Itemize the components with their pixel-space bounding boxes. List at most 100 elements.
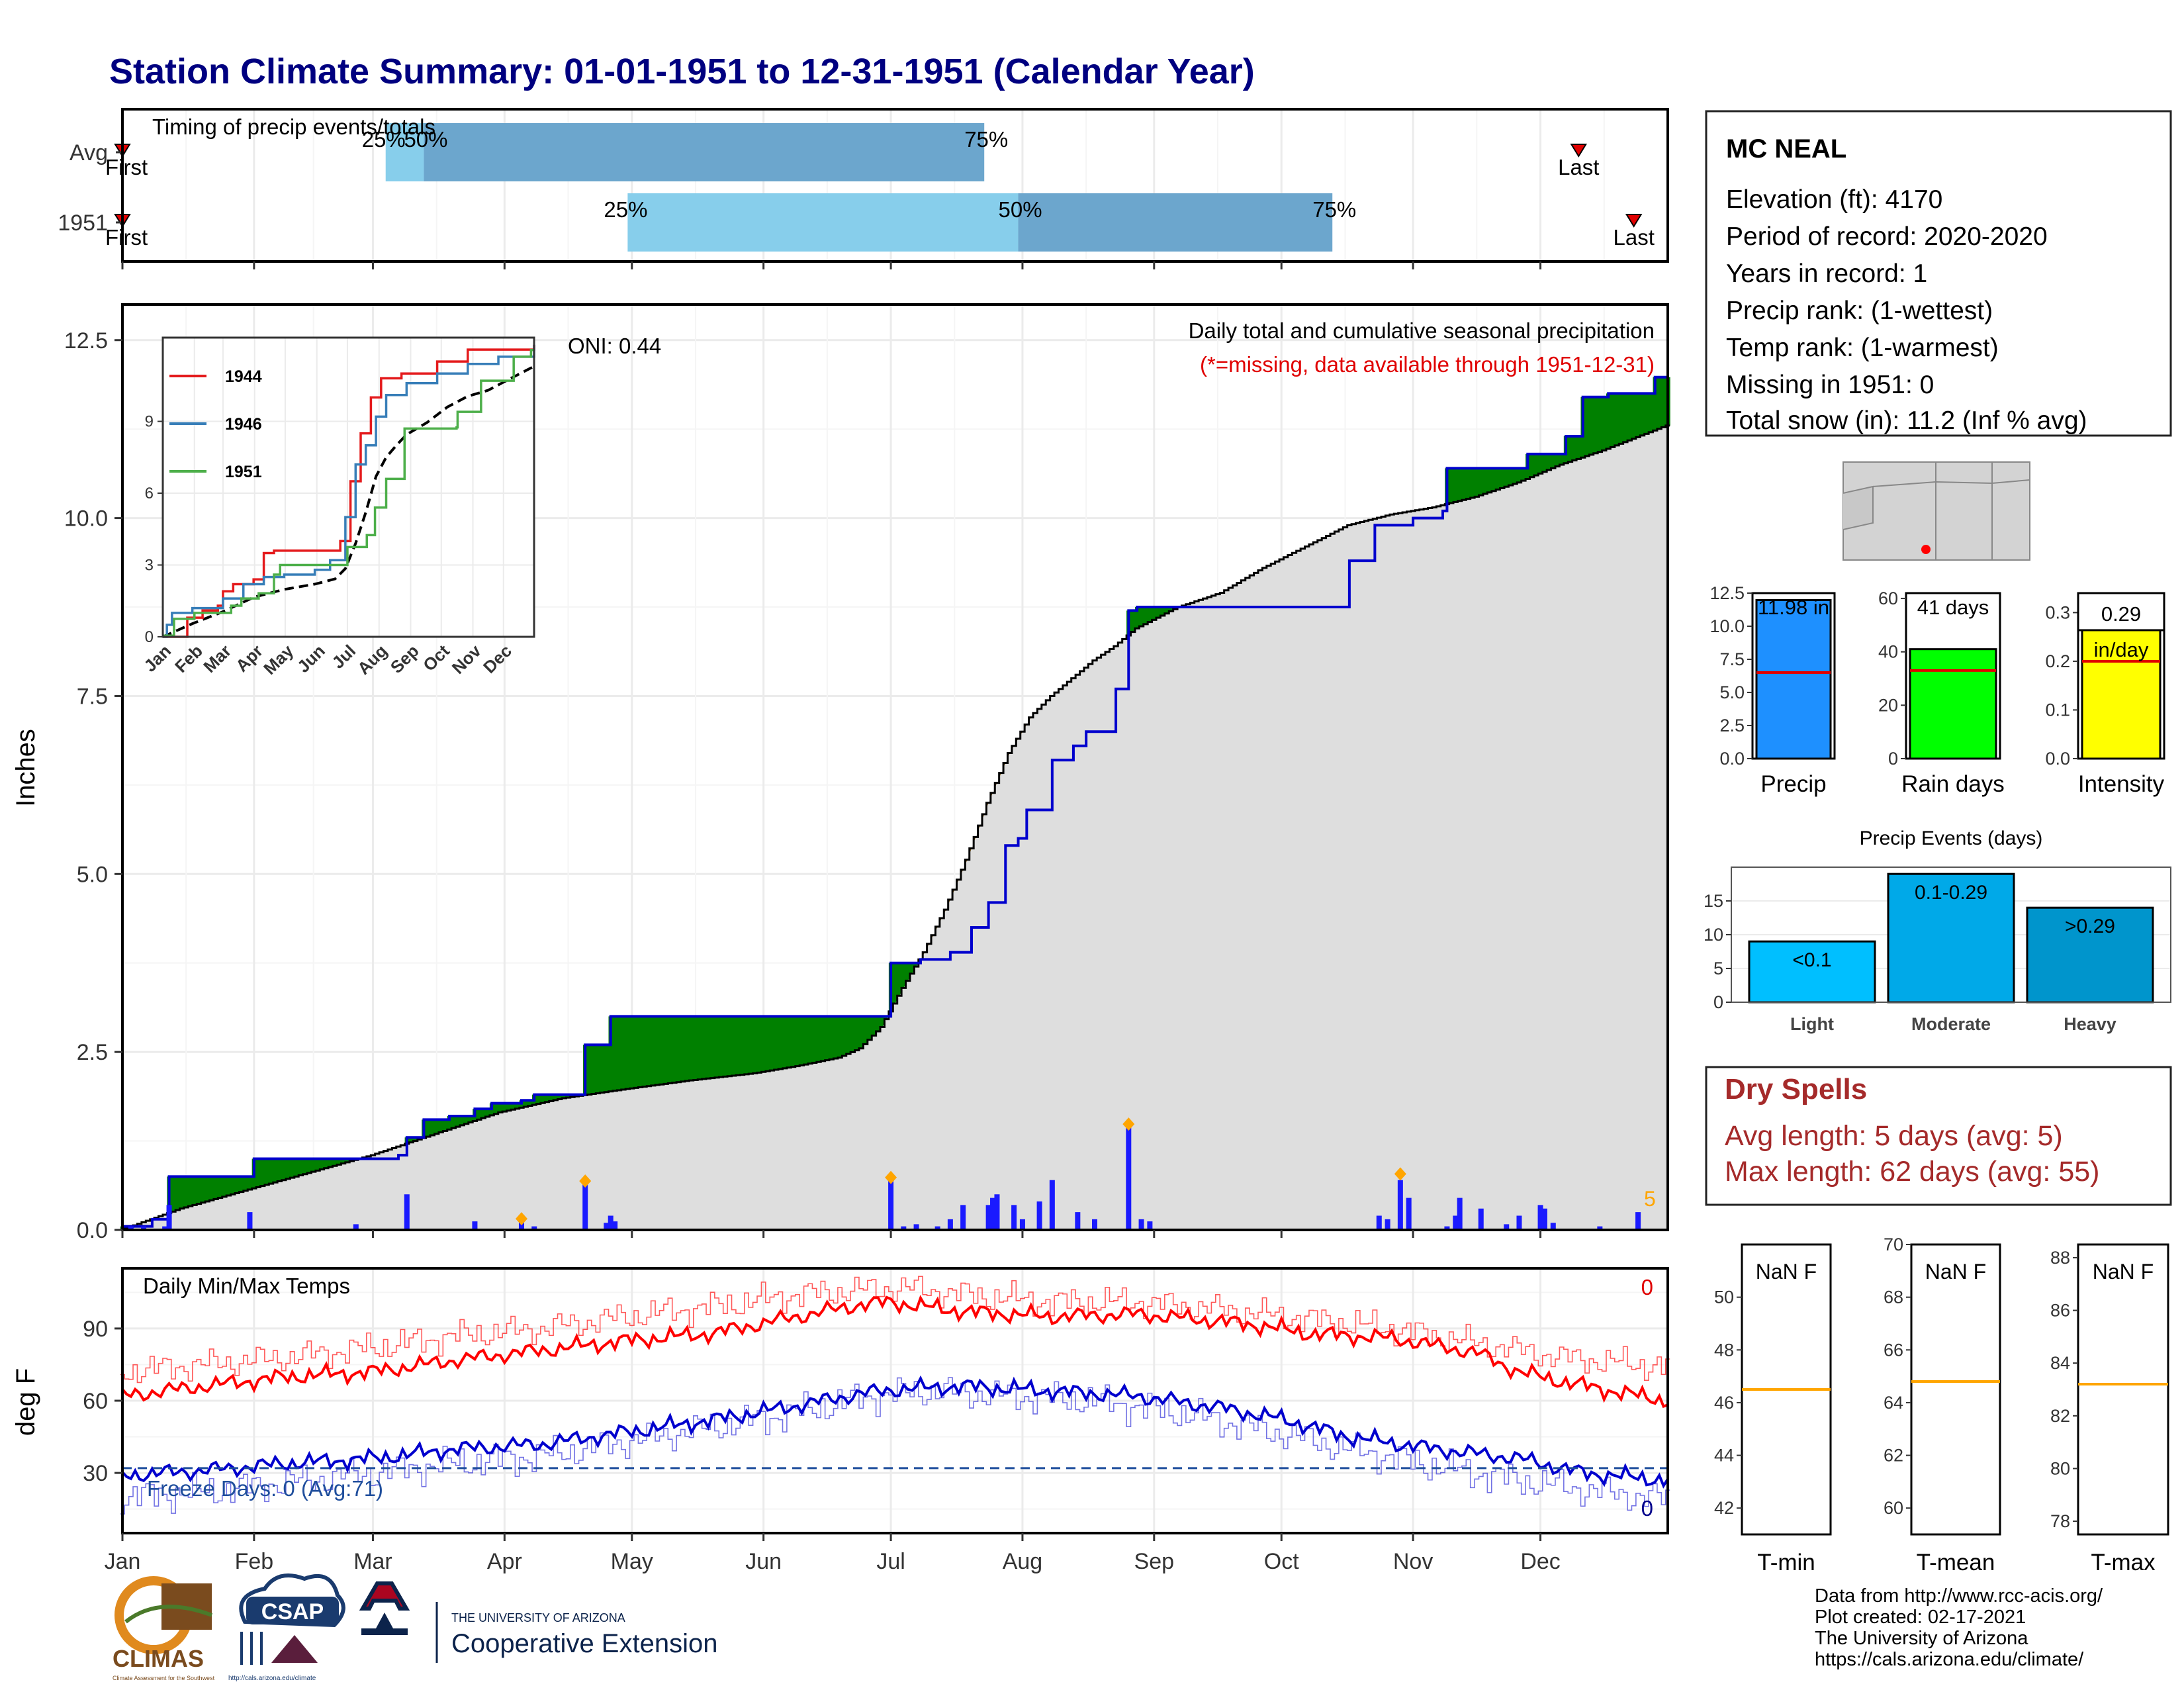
timing-bar-q50-q75 [424, 123, 985, 181]
inset-series-line [163, 344, 535, 638]
daily-precip-bar [1075, 1212, 1081, 1230]
y-tick-label: 60 [83, 1389, 108, 1414]
csap-logo-text: CSAP [261, 1599, 324, 1624]
inset-y-tick-label: 6 [145, 485, 154, 502]
event-bar [2026, 906, 2154, 1004]
month-tick-label: Jan [105, 1549, 141, 1574]
daily-precip-bar [934, 1226, 940, 1230]
precip-events-panel: Precip Events (days) <0.1 Light 0.1-0.29 Mod… [1704, 827, 2171, 1034]
timing-first-label: First [105, 155, 148, 179]
y-tick-label: 0.0 [77, 1218, 108, 1243]
event-bar [1748, 940, 1876, 1004]
daily-precip-bar [128, 1226, 134, 1230]
summary-y-tick-label: 20 [1878, 695, 1898, 715]
page-title: Station Climate Summary: 01-01-1951 to 1… [109, 52, 1255, 91]
summary-y-tick-label: 0.1 [2045, 700, 2070, 720]
inset-y-tick-label: 0 [145, 628, 154, 646]
csap-logo: CSAP http://cals.arizona.edu/climate [228, 1573, 345, 1682]
ua-logo-small: THE UNIVERSITY OF ARIZONA [451, 1611, 625, 1624]
summary-value-label: 41 days [1917, 596, 1989, 619]
timing-q75-label: 75% [964, 127, 1008, 152]
station-line: Years in record: 1 [1726, 259, 1927, 288]
temp-summary-y-tick-label: 88 [2050, 1248, 2070, 1268]
summary-y-tick-label: 7.5 [1719, 649, 1745, 669]
tmax-smoothed-line [121, 1295, 1668, 1409]
temp-summary-y-tick-label: 70 [1884, 1235, 1903, 1254]
timing-row-label: 1951 [58, 211, 108, 236]
dry-spells-avg: Avg length: 5 days (avg: 5) [1725, 1120, 2063, 1152]
daily-max-marker [515, 1212, 527, 1226]
temp-summary-y-tick-label: 62 [1884, 1446, 1903, 1466]
summary-bar [1909, 648, 1997, 760]
station-line: Period of record: 2020-2020 [1726, 222, 2048, 251]
temp-summary-y-tick-label: 60 [1884, 1498, 1903, 1518]
station-name: MC NEAL [1726, 134, 1846, 164]
timing-q25-label: 25% [604, 197, 647, 222]
station-info-box: MC NEAL Elevation (ft): 4170 Period of r… [1705, 110, 2172, 437]
daily-precip-bar [531, 1226, 537, 1230]
daily-precip-bar [1550, 1223, 1556, 1230]
summary-y-tick-label: 0.0 [2045, 749, 2070, 769]
daily-precip-bar [1516, 1215, 1522, 1230]
csap-logo-url: http://cals.arizona.edu/climate [228, 1675, 316, 1682]
month-tick-label: Sep [1134, 1549, 1175, 1574]
daily-precip-bar [1091, 1219, 1097, 1230]
tmax-count-label: 0 [1641, 1275, 1653, 1299]
station-line: Elevation (ft): 4170 [1726, 185, 1942, 214]
station-line: Missing in 1951: 0 [1726, 371, 1934, 399]
daily-precip-bar [990, 1197, 996, 1230]
temp-summary-frame [2077, 1243, 2169, 1536]
summary-y-tick-label: 0 [1888, 749, 1898, 769]
event-bar-label: <0.1 [1792, 949, 1831, 971]
temp-summary-frame [1910, 1243, 2001, 1536]
temp-summary-y-tick-label: 50 [1714, 1288, 1734, 1307]
climas-logo: CLIMAS Climate Assessment for the Southw… [113, 1576, 215, 1681]
temp-summary-y-tick-label: 44 [1714, 1446, 1734, 1466]
daily-precip-bar [1397, 1180, 1403, 1230]
temp-summary-axis-label: T-min [1757, 1550, 1815, 1575]
daily-precip-bar [947, 1219, 953, 1230]
last-event-marker [1570, 144, 1588, 158]
inset-panel: 1944194619510369JanFebMarAprMayJunJulAug… [140, 336, 535, 679]
tmax-daily-line [120, 1276, 1670, 1383]
daily-precip-bar [1478, 1208, 1484, 1230]
summary-y-tick-label: 12.5 [1709, 583, 1745, 603]
last-event-marker [1625, 214, 1643, 228]
timing-q50-label: 50% [404, 127, 447, 152]
daily-precip-bar [608, 1215, 614, 1230]
footer-credits: Data from http://www.rcc-acis.org/ Plot … [1815, 1585, 2103, 1670]
precip-border [121, 303, 1669, 1231]
station-line: Total snow (in): 11.2 (Inf % avg) [1726, 406, 2087, 435]
temp-summary-y-tick-label: 80 [2050, 1458, 2070, 1478]
precip-subtitle: (*=missing, data available through 1951-… [1200, 352, 1655, 377]
precip-y-axis-label: Inches [11, 729, 40, 807]
footer-line: Data from http://www.rcc-acis.org/ [1815, 1585, 2103, 1607]
temp-summary-y-tick-label: 46 [1714, 1393, 1734, 1413]
daily-precip-bar [1597, 1226, 1603, 1230]
daily-precip-bar [582, 1180, 588, 1230]
average-cumulative-line [120, 424, 1670, 1231]
oni-text: ONI: 0.44 [568, 334, 661, 358]
summary-y-tick-label: 0.2 [2045, 651, 2070, 671]
daily-precip-bar [472, 1221, 478, 1230]
inset-legend-label: 1944 [225, 367, 262, 386]
inset-series-line [163, 344, 535, 638]
month-axis: Jan Feb Mar Apr May Jun Jul Aug Sep Oct Nov Dec [105, 1533, 1561, 1574]
daily-max-marker [1122, 1117, 1135, 1131]
daily-precip-bar [994, 1194, 1000, 1230]
inset-legend-label: 1951 [225, 463, 262, 481]
summary-value-label: 11.98 in [1758, 596, 1829, 619]
inset-series-line [163, 349, 534, 637]
timing-q25-label: 25% [362, 127, 406, 152]
events-y-tick-label: 0 [1713, 992, 1723, 1012]
daily-precip-bar [604, 1223, 610, 1230]
timing-first-label: First [105, 225, 148, 250]
daily-precip-bar [1541, 1208, 1547, 1230]
temp-summary-y-tick-label: 42 [1714, 1498, 1734, 1518]
daily-precip-bar [1457, 1197, 1463, 1230]
temp-summary-value: NaN F [1925, 1260, 1986, 1284]
timing-row-label: Avg [69, 140, 108, 165]
inset-plot-area [163, 338, 534, 637]
timing-title: Timing of precip events/totals [152, 115, 435, 139]
